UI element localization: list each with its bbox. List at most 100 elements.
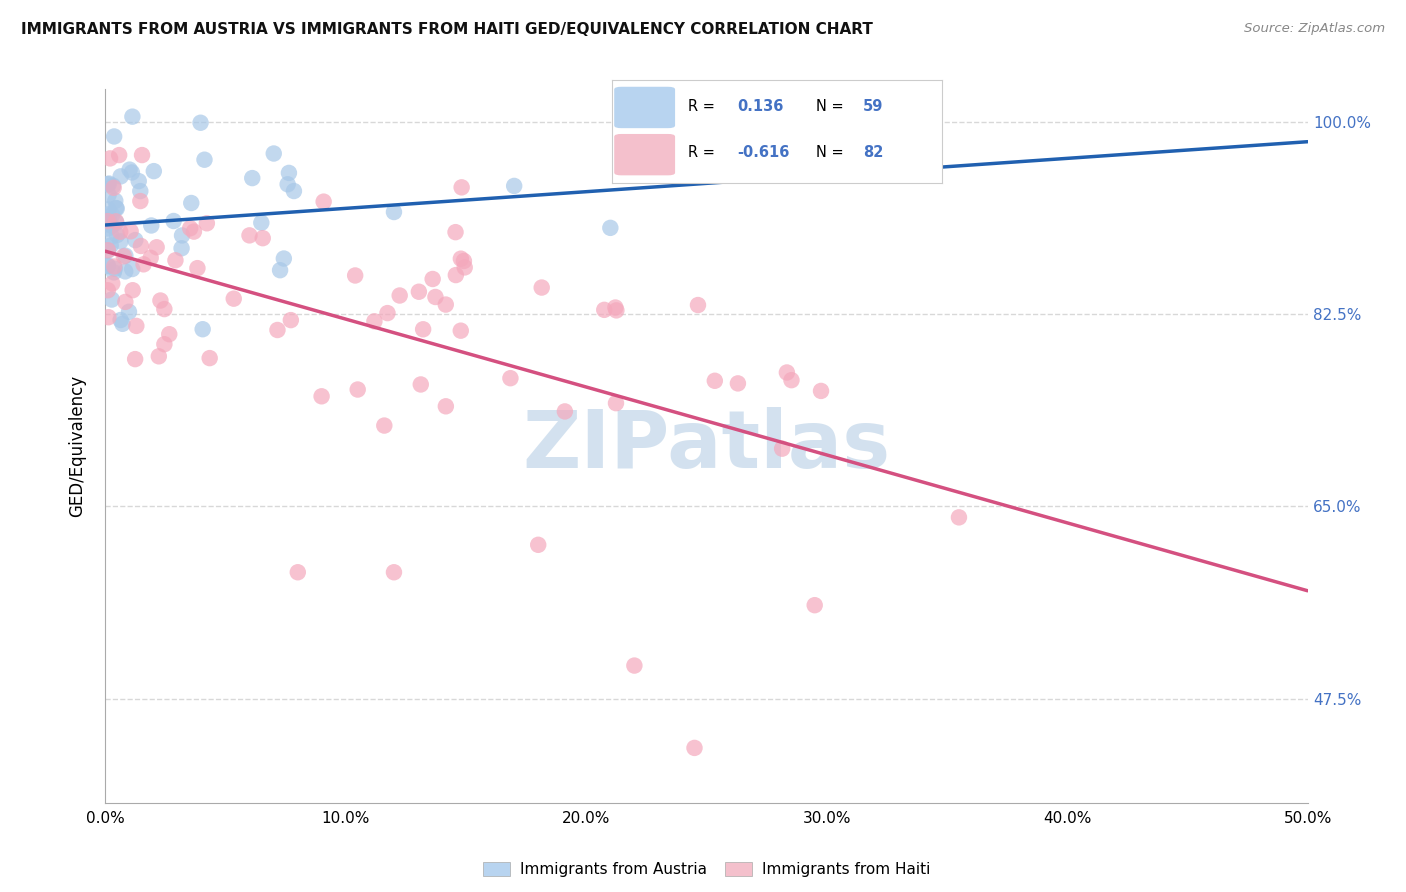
Point bbox=[118, 162, 141, 177]
Point bbox=[312, 194, 335, 209]
Text: Source: ZipAtlas.com: Source: ZipAtlas.com bbox=[1244, 22, 1385, 36]
Point bbox=[105, 201, 128, 215]
Point bbox=[97, 202, 120, 217]
Point bbox=[605, 396, 627, 410]
Point bbox=[124, 233, 146, 247]
Point bbox=[103, 265, 125, 279]
Point bbox=[97, 218, 120, 232]
Point bbox=[108, 148, 131, 162]
Point bbox=[97, 310, 120, 325]
Point bbox=[114, 294, 136, 309]
Point bbox=[287, 566, 309, 580]
Point bbox=[110, 235, 132, 249]
Point bbox=[153, 301, 176, 316]
Point bbox=[727, 376, 749, 391]
Point bbox=[450, 180, 472, 194]
Point bbox=[103, 180, 125, 194]
Text: N =: N = bbox=[817, 99, 844, 114]
Point bbox=[605, 303, 627, 318]
Point bbox=[98, 152, 121, 166]
Point bbox=[593, 302, 616, 317]
Text: -0.616: -0.616 bbox=[737, 145, 790, 160]
Point bbox=[240, 171, 263, 186]
Point bbox=[250, 216, 273, 230]
Point bbox=[527, 538, 550, 552]
Point bbox=[770, 442, 793, 456]
Point bbox=[103, 260, 125, 274]
Point bbox=[104, 214, 127, 228]
Point bbox=[157, 327, 180, 342]
Point bbox=[121, 262, 143, 277]
Point bbox=[382, 566, 405, 580]
Point bbox=[97, 207, 120, 221]
Point bbox=[195, 216, 218, 230]
Point bbox=[422, 272, 444, 286]
Point bbox=[120, 224, 142, 238]
Point bbox=[686, 298, 709, 312]
Point bbox=[97, 221, 120, 235]
Text: 59: 59 bbox=[863, 99, 883, 114]
Point bbox=[142, 164, 165, 178]
Point bbox=[222, 292, 245, 306]
Point bbox=[165, 253, 187, 268]
Text: IMMIGRANTS FROM AUSTRIA VS IMMIGRANTS FROM HAITI GED/EQUIVALENCY CORRELATION CHA: IMMIGRANTS FROM AUSTRIA VS IMMIGRANTS FR… bbox=[21, 22, 873, 37]
Point bbox=[101, 208, 124, 222]
Point bbox=[803, 598, 825, 612]
Point bbox=[277, 178, 299, 192]
Point bbox=[412, 322, 434, 336]
Point bbox=[101, 178, 124, 193]
Point bbox=[193, 153, 215, 167]
Point bbox=[114, 249, 136, 263]
Point bbox=[409, 377, 432, 392]
Text: R =: R = bbox=[688, 99, 714, 114]
Point bbox=[110, 225, 132, 239]
Point bbox=[530, 280, 553, 294]
Point bbox=[125, 318, 148, 333]
FancyBboxPatch shape bbox=[614, 87, 675, 128]
Point bbox=[105, 202, 128, 216]
Point bbox=[97, 244, 120, 258]
Point bbox=[132, 257, 155, 271]
Point bbox=[503, 178, 526, 193]
Point bbox=[97, 214, 120, 228]
Point bbox=[162, 214, 184, 228]
Text: N =: N = bbox=[817, 145, 844, 160]
Point bbox=[434, 297, 457, 311]
Point bbox=[269, 263, 291, 277]
Point bbox=[311, 389, 333, 403]
Y-axis label: GED/Equivalency: GED/Equivalency bbox=[67, 375, 86, 517]
Point bbox=[444, 225, 467, 239]
Point bbox=[139, 251, 162, 265]
Point bbox=[344, 268, 367, 283]
Point bbox=[810, 384, 832, 398]
Point bbox=[186, 261, 208, 276]
Point bbox=[273, 252, 295, 266]
Point bbox=[105, 227, 128, 242]
Point bbox=[453, 254, 475, 268]
Point bbox=[388, 288, 411, 302]
Point bbox=[408, 285, 430, 299]
Point bbox=[450, 252, 472, 266]
Point bbox=[121, 110, 143, 124]
Point bbox=[98, 213, 121, 227]
Point bbox=[363, 314, 385, 328]
Point bbox=[454, 260, 477, 275]
Point bbox=[112, 249, 135, 263]
Point bbox=[105, 216, 128, 230]
Point bbox=[499, 371, 522, 385]
Point bbox=[554, 404, 576, 418]
Point bbox=[180, 196, 202, 211]
Point bbox=[263, 146, 285, 161]
Point bbox=[129, 184, 152, 198]
Point bbox=[111, 317, 134, 331]
Point bbox=[148, 349, 170, 363]
Point bbox=[97, 259, 120, 273]
Point bbox=[97, 283, 120, 297]
Point bbox=[346, 383, 368, 397]
Point bbox=[141, 219, 163, 233]
Point bbox=[190, 116, 212, 130]
FancyBboxPatch shape bbox=[614, 135, 675, 175]
Point bbox=[129, 239, 152, 253]
Point bbox=[121, 283, 143, 297]
Point bbox=[434, 399, 457, 413]
